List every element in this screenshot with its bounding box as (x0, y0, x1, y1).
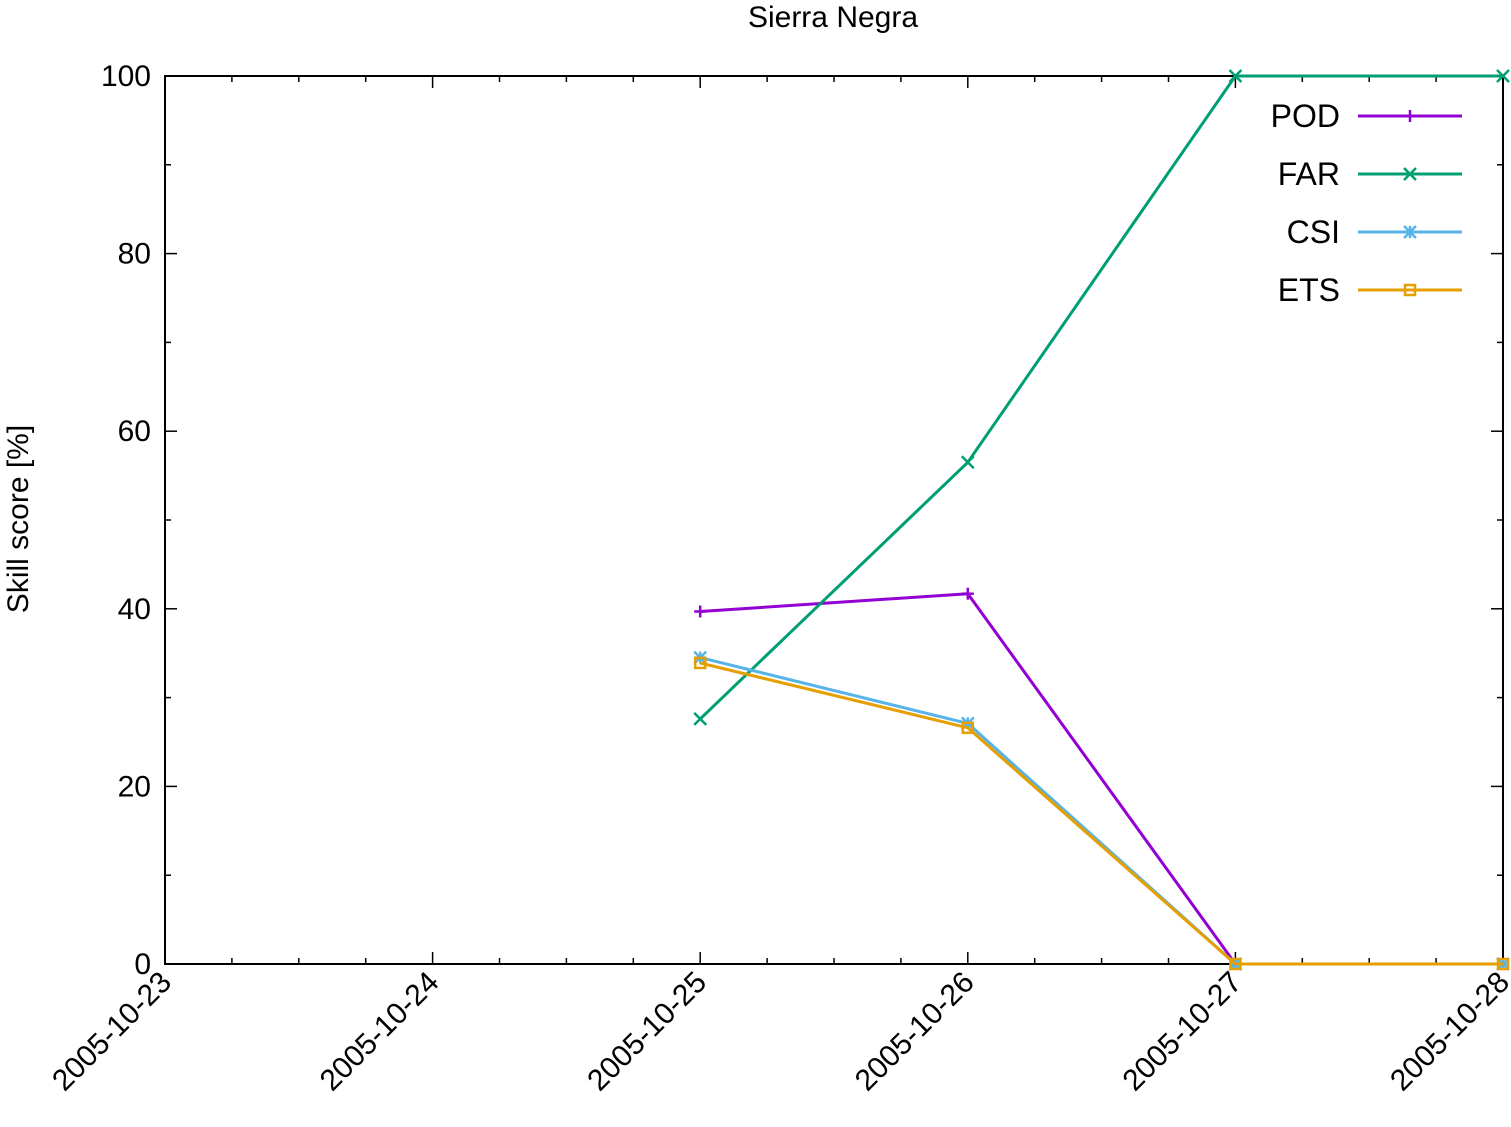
y-tick-label: 100 (101, 60, 151, 93)
data-point-ets (1496, 957, 1510, 971)
legend-marker-csi (1403, 225, 1417, 239)
data-point-far (1496, 69, 1510, 83)
x-tick-label: 2005-10-26 (849, 966, 981, 1098)
x-tick-label: 2005-10-27 (1116, 966, 1248, 1098)
data-point-far (693, 712, 708, 726)
y-tick-label: 60 (118, 415, 151, 448)
y-axis-label: Skill score [%] (2, 425, 35, 613)
legend-marker-pod (1404, 110, 1416, 122)
y-tick-label: 80 (118, 238, 151, 271)
series-line-ets (699, 661, 1503, 966)
data-point-ets (693, 656, 707, 670)
plot-area-frame (164, 75, 1504, 965)
series-line-pod (700, 592, 1237, 965)
x-tick-label: 2005-10-28 (1384, 966, 1511, 1098)
series-layer (693, 69, 1510, 971)
x-tick-label: 2005-10-23 (46, 966, 178, 1098)
series-line-far (699, 74, 1503, 720)
series-line-csi (699, 656, 1503, 966)
data-point-pod (694, 605, 707, 618)
y-tick-label: 40 (118, 593, 151, 626)
x-tick-label: 2005-10-25 (581, 966, 713, 1098)
y-tick-label: 0 (134, 948, 151, 981)
legend-label-ets: ETS (1278, 272, 1340, 308)
data-point-ets (1229, 957, 1242, 971)
data-point-ets (961, 721, 975, 735)
data-point-far (960, 455, 975, 470)
y-tick-label: 20 (118, 770, 151, 803)
chart-title: Sierra Negra (748, 1, 918, 34)
legend-label-pod: POD (1271, 98, 1340, 134)
legend-label-csi: CSI (1287, 214, 1340, 250)
x-tick-label: 2005-10-24 (314, 966, 446, 1098)
legend-marker-ets (1403, 283, 1417, 297)
legend-label-far: FAR (1278, 156, 1340, 192)
legend-marker-far (1403, 167, 1417, 181)
legend: POD FAR CSI ETS (1271, 98, 1462, 308)
data-point-pod (961, 587, 974, 600)
data-point-far (1228, 69, 1243, 83)
